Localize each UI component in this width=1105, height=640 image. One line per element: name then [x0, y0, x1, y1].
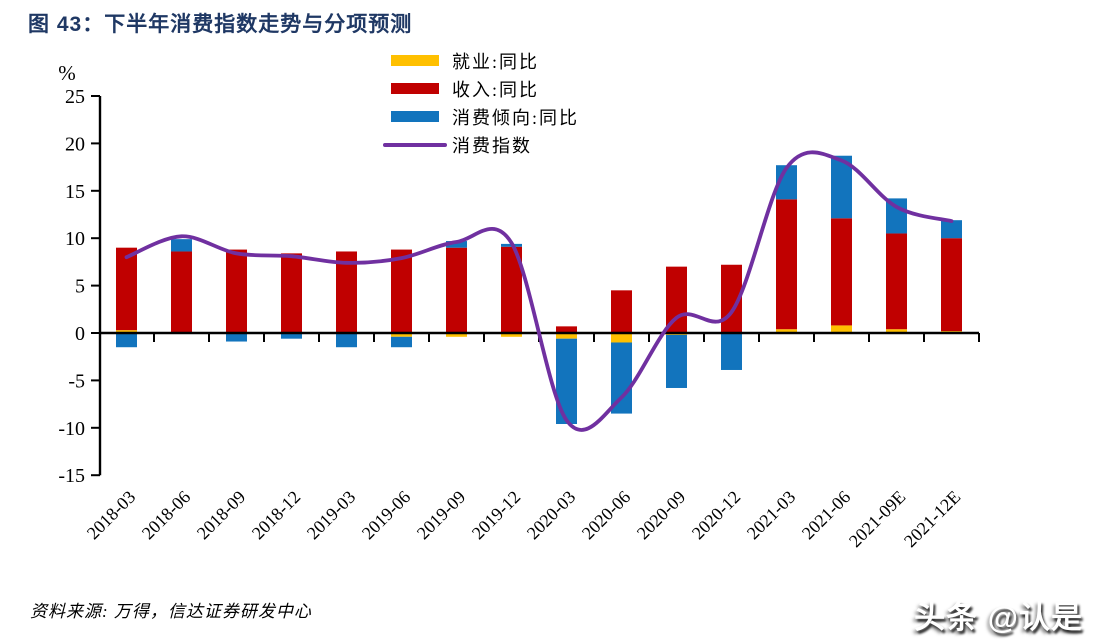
- x-tick-label: 2021-03: [743, 487, 800, 544]
- legend-item-income: 收入:同比: [383, 79, 579, 100]
- legend-item-employment: 就业:同比: [383, 51, 579, 72]
- bar-segment: [281, 333, 302, 339]
- bar-segment: [611, 333, 632, 343]
- bar-segment: [116, 247, 137, 331]
- bar-segment: [171, 251, 192, 333]
- y-tick-label: 0: [75, 323, 85, 345]
- source-note: 资料来源: 万得，信达证券研发中心: [30, 602, 312, 621]
- index-line-swatch: [383, 142, 447, 147]
- chart-legend: 就业:同比 收入:同比 消费倾向:同比 消费指数: [383, 51, 579, 156]
- bar-segment: [391, 333, 412, 337]
- bar-segment: [336, 251, 357, 333]
- bar-segment: [776, 199, 797, 330]
- x-tick-label: 2018-12: [248, 487, 305, 544]
- propensity-swatch: [391, 111, 439, 122]
- legend-item-index: 消费指数: [383, 135, 579, 156]
- bar-segment: [446, 247, 467, 333]
- x-tick-label: 2020-06: [578, 487, 635, 544]
- bar-segment: [116, 330, 137, 333]
- income-swatch: [391, 83, 439, 94]
- bar-segment: [226, 249, 247, 333]
- x-tick-label: 2018-03: [83, 487, 140, 544]
- x-tick-label: 2021-12E: [900, 487, 964, 551]
- bar-segment: [501, 333, 522, 337]
- x-tick-label: 2021-09E: [845, 487, 909, 551]
- x-tick-label: 2020-09: [633, 487, 690, 544]
- bar-segment: [391, 336, 412, 348]
- y-tick-label: 25: [65, 86, 85, 108]
- legend-label-index: 消费指数: [452, 135, 532, 156]
- bar-segment: [556, 333, 577, 339]
- x-tick-label: 2018-06: [138, 487, 195, 544]
- watermark: 头条 @认是: [914, 600, 1083, 635]
- bar-segment: [886, 198, 907, 234]
- y-tick-label: 5: [75, 276, 85, 298]
- x-tick-label: 2018-09: [193, 487, 250, 544]
- bar-segment: [886, 233, 907, 330]
- bar-segment: [831, 218, 852, 326]
- bar-segment: [721, 333, 742, 370]
- bar-segment: [556, 338, 577, 425]
- x-tick-label: 2019-03: [303, 487, 360, 544]
- x-tick-label: 2019-06: [358, 487, 415, 544]
- bar-segment: [556, 326, 577, 333]
- y-tick-label: 15: [65, 181, 85, 203]
- y-tick-label: 10: [65, 228, 85, 250]
- bar-segment: [171, 239, 192, 252]
- bar-segment: [886, 329, 907, 333]
- x-tick-label: 2019-09: [413, 487, 470, 544]
- y-tick-label: -15: [58, 465, 85, 487]
- y-tick-label: -10: [58, 418, 85, 440]
- bar-segment: [501, 246, 522, 333]
- x-tick-label: 2020-03: [523, 487, 580, 544]
- bar-segment: [446, 333, 467, 337]
- bar-segment: [611, 342, 632, 414]
- legend-item-propensity: 消费倾向:同比: [383, 107, 579, 128]
- bar-segment: [281, 253, 302, 333]
- bar-segment: [941, 220, 962, 239]
- bar-segment: [611, 290, 632, 333]
- employment-swatch: [391, 55, 439, 66]
- bar-segment: [831, 325, 852, 333]
- y-tick-label: -5: [68, 370, 85, 392]
- bar-segment: [391, 249, 412, 333]
- bar-segment: [941, 238, 962, 332]
- legend-label-income: 收入:同比: [452, 79, 540, 100]
- bar-segment: [226, 333, 247, 342]
- bar-segment: [776, 329, 797, 333]
- y-axis-unit-label: %: [58, 61, 76, 85]
- y-tick-label: 20: [65, 133, 85, 155]
- bar-segment: [116, 333, 137, 348]
- bar-segment: [831, 155, 852, 219]
- figure-title: 图 43：下半年消费指数走势与分项预测: [28, 13, 413, 36]
- bar-segment: [666, 334, 687, 388]
- legend-label-propensity: 消费倾向:同比: [452, 107, 580, 128]
- bar-segment: [446, 241, 467, 248]
- x-tick-label: 2019-12: [468, 487, 525, 544]
- index-line: [124, 150, 954, 432]
- x-tick-label: 2020-12: [688, 487, 745, 544]
- bar-segment: [336, 333, 357, 348]
- legend-label-employment: 就业:同比: [452, 51, 540, 72]
